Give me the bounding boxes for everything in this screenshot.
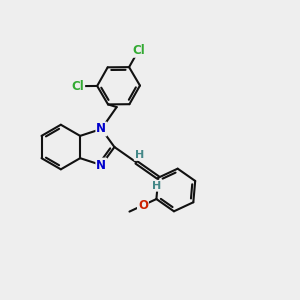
Text: N: N [96,122,106,136]
Text: N: N [96,159,106,172]
Text: H: H [135,150,144,160]
Text: H: H [152,181,161,191]
Text: O: O [138,199,148,212]
Text: Cl: Cl [71,80,84,93]
Text: Cl: Cl [132,44,145,57]
